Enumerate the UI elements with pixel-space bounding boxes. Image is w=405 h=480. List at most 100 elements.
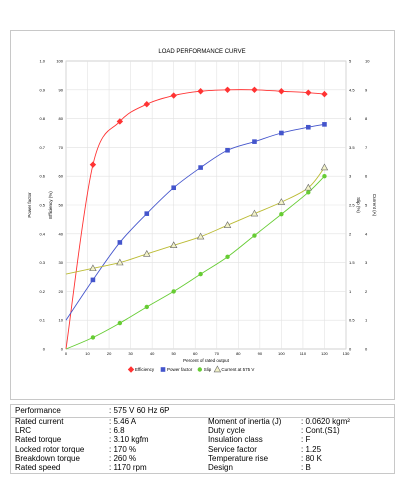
y-tick-label: 40	[59, 231, 64, 236]
info-label: Breakdown torque	[15, 453, 80, 463]
info-value: : 3.10 kgfm	[109, 435, 149, 445]
efficiency-point	[197, 88, 204, 95]
slip-point	[90, 335, 96, 340]
x-tick-label: 100	[278, 351, 285, 356]
y-tick-label: 2	[349, 231, 352, 236]
power-factor-point	[90, 277, 96, 283]
current-axis-title: Current (A)	[372, 194, 377, 217]
current-at-575-v-series	[65, 163, 329, 275]
y-tick-label: 0.9	[39, 87, 45, 92]
y-tick-label: 8	[365, 116, 368, 121]
y-tick-label: 0.8	[39, 116, 45, 121]
efficiency-point	[224, 86, 231, 93]
power-factor-point	[306, 124, 311, 130]
x-tick-label: 130	[343, 351, 350, 356]
y-tick-label: 4	[365, 231, 368, 236]
info-label: Design	[208, 463, 233, 472]
efficiency-point	[251, 86, 258, 93]
current-at-575-v-legend-label: Current at 575 V	[221, 367, 254, 372]
current-at-575-v-legend-marker	[213, 365, 222, 373]
y-tick-label: 0	[349, 347, 352, 352]
current-at-575-v-point	[223, 221, 232, 228]
info-label: Insulation class	[208, 435, 263, 445]
y-tick-label: 1.5	[349, 260, 355, 265]
power-factor-point	[252, 139, 257, 144]
current-at-575-v-point	[277, 198, 286, 205]
chart-frame: LOAD PERFORMANCE CURVE 0 10 20 30 40 50 60 70 80…	[10, 30, 395, 400]
y-tick-label: 0.4	[39, 231, 45, 236]
x-tick-label: 120	[321, 351, 328, 356]
current-at-575-v-point	[143, 249, 151, 257]
info-label: Temperature rise	[208, 453, 269, 463]
info-value: : 5.46 A	[109, 417, 137, 426]
power-factor-axis-title: Power factor	[27, 192, 32, 218]
y-tick-label: 1	[349, 289, 352, 294]
efficiency-point	[170, 92, 177, 99]
x-tick-label: 40	[150, 351, 155, 356]
efficiency-legend-marker	[127, 366, 135, 373]
efficiency-line	[65, 89, 325, 350]
y-tick-label: 0	[61, 347, 64, 352]
x-tick-label: 10	[85, 351, 90, 356]
x-tick-label: 70	[215, 351, 220, 356]
slip-legend-label: Slip	[204, 367, 212, 372]
info-value: : F	[301, 435, 311, 445]
y-tick-label: 2	[365, 289, 368, 294]
slip-point	[117, 320, 123, 326]
power-factor-point	[171, 185, 176, 191]
slip-point	[144, 304, 149, 310]
info-label: Duty cycle	[208, 426, 245, 436]
y-tick-label: 7	[365, 145, 368, 150]
performance-row: Performance : 575 V 60 Hz 6P	[11, 405, 394, 418]
efficiency-series	[65, 86, 328, 350]
power-factor-point	[225, 147, 230, 153]
y-tick-label: 3	[365, 260, 368, 265]
info-value: : 170 %	[109, 444, 137, 454]
y-tick-label: 100	[56, 59, 63, 64]
current-at-575-v-point	[116, 258, 124, 266]
efficiency-axis-title: Efficiency (%)	[48, 191, 53, 219]
y-tick-label: 0	[43, 347, 46, 352]
y-tick-label: 4.5	[349, 87, 355, 92]
current-at-575-v-point	[304, 183, 313, 191]
info-label: Rated speed	[15, 463, 61, 472]
y-tick-label: 3	[349, 174, 352, 179]
info-value: : 0.0620 kgm²	[301, 417, 350, 426]
info-value: : 6.8	[109, 426, 125, 436]
slip-series	[65, 174, 327, 350]
y-tick-label: 5	[365, 203, 368, 208]
x-tick-label: 50	[171, 351, 176, 356]
y-tick-label: 1	[365, 318, 368, 323]
y-tick-label: 0.2	[39, 289, 45, 294]
power-factor-point	[279, 130, 284, 136]
power-factor-legend-marker	[160, 367, 166, 372]
y-tick-label: 0.1	[39, 318, 45, 323]
info-value: : 260 %	[109, 453, 137, 463]
current-at-575-v-point	[196, 232, 205, 240]
performance-value: : 575 V 60 Hz 6P	[109, 406, 170, 415]
slip-axis-title: Slip (%)	[356, 197, 361, 213]
info-label: LRC	[15, 426, 32, 436]
info-value: : 80 K	[301, 453, 322, 463]
efficiency-point	[278, 88, 285, 95]
y-tick-label: 0.7	[39, 145, 45, 150]
legend: Efficiency Power factor Slip Current at 575…	[127, 365, 254, 373]
efficiency-point	[116, 118, 124, 125]
power-factor-point	[198, 165, 203, 170]
info-label: Rated torque	[15, 435, 62, 445]
y-tick-label: 0.6	[39, 174, 45, 179]
y-tick-label: 60	[59, 174, 64, 179]
motor-info-table: Performance : 575 V 60 Hz 6P Rated curre…	[10, 404, 395, 474]
y-tick-label: 5	[349, 59, 352, 64]
info-value: : 1.25	[301, 444, 322, 454]
slip-legend-marker	[197, 367, 202, 372]
info-value: : 1170 rpm	[109, 463, 147, 472]
slip-point	[198, 271, 203, 277]
efficiency-point	[143, 101, 150, 108]
x-axis-title: Percent of rated output	[183, 358, 230, 363]
info-value: : Cont.(S1)	[301, 426, 340, 436]
y-tick-label: 80	[59, 116, 64, 121]
info-label: Moment of inertia (J)	[208, 417, 282, 426]
y-tick-label: 10	[59, 318, 64, 323]
y-tick-label: 50	[59, 203, 64, 208]
